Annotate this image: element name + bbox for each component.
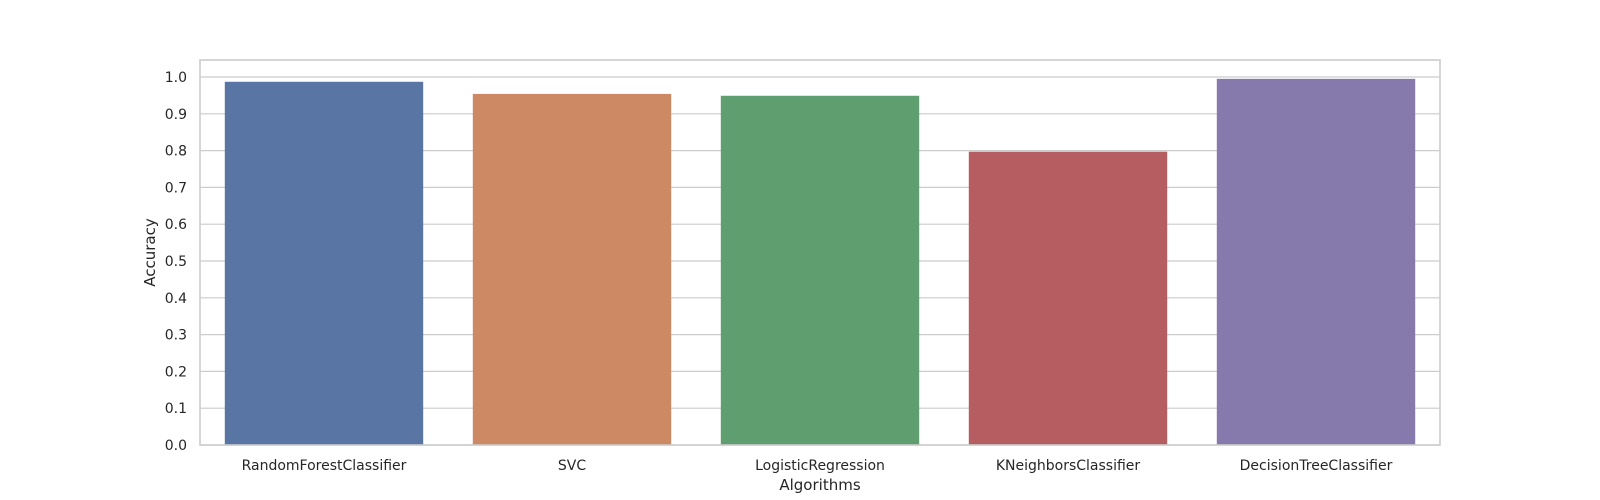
x-tick-label: DecisionTreeClassifier bbox=[1240, 458, 1393, 474]
bar-RandomForestClassifier bbox=[224, 81, 424, 445]
y-tick-label: 0.4 bbox=[165, 291, 187, 307]
x-tick-label: LogisticRegression bbox=[755, 458, 885, 474]
x-tick-labels: RandomForestClassifier SVC LogisticRegress… bbox=[242, 458, 1393, 474]
y-tick-label: 1.0 bbox=[165, 70, 187, 86]
bars bbox=[224, 78, 1416, 446]
x-tick-label: KNeighborsClassifier bbox=[996, 458, 1141, 474]
bar-SVC bbox=[472, 93, 672, 445]
x-tick-label: SVC bbox=[558, 458, 586, 474]
y-tick-label: 0.1 bbox=[165, 401, 187, 417]
x-tick-label: RandomForestClassifier bbox=[242, 458, 407, 474]
bar-DecisionTreeClassifier bbox=[1216, 78, 1416, 445]
y-tick-labels: 0.0 0.1 0.2 0.3 0.4 0.5 0.6 0.7 0.8 0.9 1.0 bbox=[165, 70, 187, 454]
y-tick-label: 0.5 bbox=[165, 254, 187, 270]
y-axis-title: Accuracy bbox=[141, 218, 159, 287]
plot-frame bbox=[199, 59, 1441, 446]
y-tick-label: 0.2 bbox=[165, 364, 187, 380]
y-tick-label: 0.0 bbox=[165, 438, 187, 454]
bar-KNeighborsClassifier bbox=[968, 151, 1168, 446]
bar-LogisticRegression bbox=[720, 95, 920, 445]
y-tick-label: 0.3 bbox=[165, 328, 187, 344]
y-tick-label: 0.8 bbox=[165, 144, 187, 160]
x-axis-title: Algorithms bbox=[779, 476, 860, 494]
y-tick-label: 0.6 bbox=[165, 217, 187, 233]
y-tick-label: 0.9 bbox=[165, 107, 187, 123]
y-tick-label: 0.7 bbox=[165, 180, 187, 196]
